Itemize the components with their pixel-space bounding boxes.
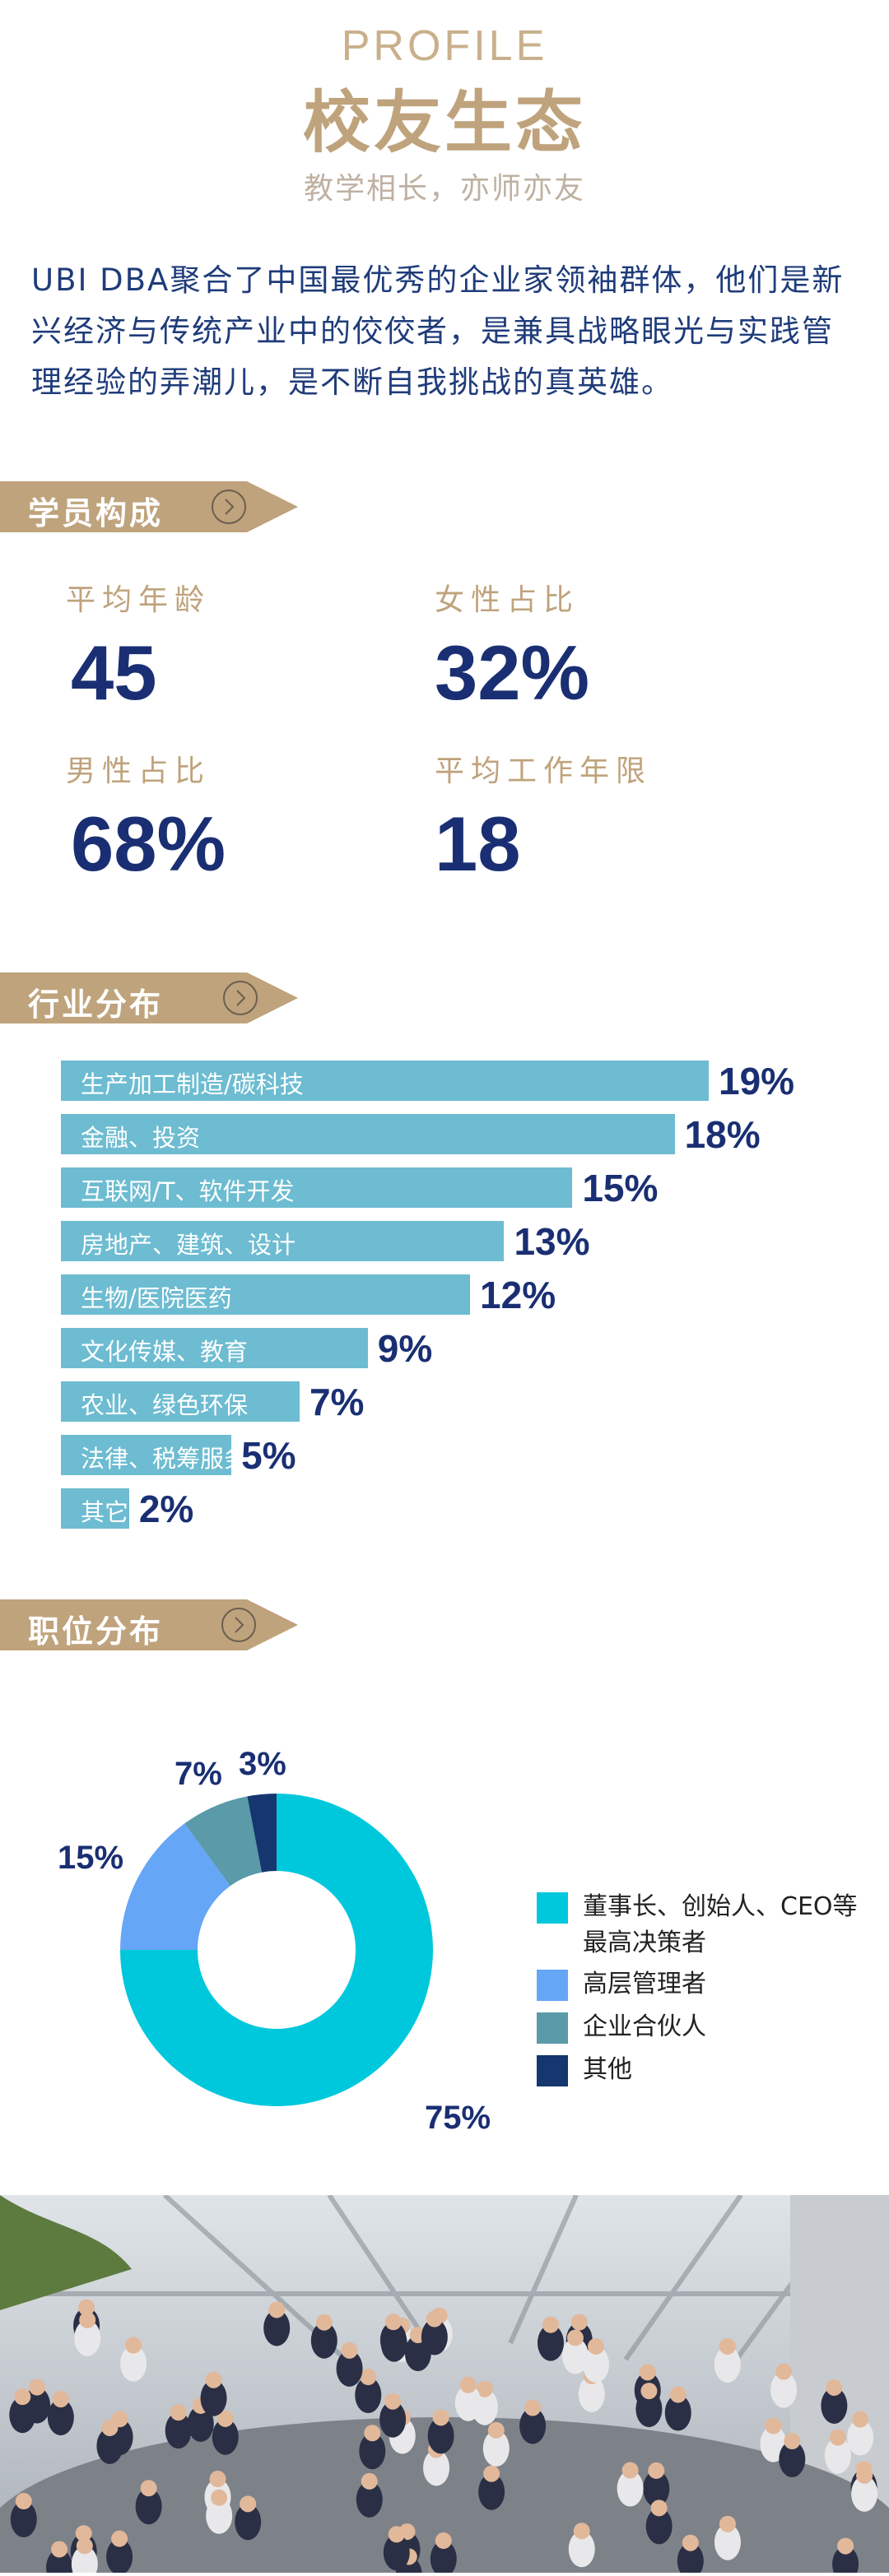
legend-label: 董事长、创始人、CEO等最高决策者: [583, 1892, 858, 1957]
legend-swatch: [537, 1892, 568, 1924]
stat-label-age: 平均年龄: [66, 583, 212, 617]
donut-value-label: 7%: [175, 1756, 222, 1792]
bar-5: 文化传媒、教育: [61, 1328, 368, 1368]
industry-bar-chart: 生产加工制造/碳科技 19% 金融、投资 18% 互联网/T、软件开发 15% 房地产、建筑…: [0, 1060, 889, 1554]
stat-value-work-years: 18: [435, 801, 521, 887]
bar-value-label: 5%: [241, 1434, 296, 1477]
legend-label: 企业合伙人: [583, 2012, 706, 2041]
donut-slice-3: [247, 1794, 277, 1873]
donut-slice-0: [120, 1794, 433, 2106]
stat-value-age: 45: [71, 629, 157, 716]
bar-label: 生产加工制造/碳科技: [81, 1070, 304, 1098]
bar-6: 农业、绿色环保: [61, 1381, 300, 1422]
stat-value-male: 68%: [71, 801, 226, 887]
donut-value-label: 75%: [425, 2100, 491, 2136]
bar-label: 农业、绿色环保: [81, 1391, 249, 1419]
legend-label: 高层管理者: [583, 1970, 706, 1998]
stat-label-female: 女性占比: [435, 583, 580, 617]
bar-8: 其它: [61, 1488, 129, 1529]
donut-value-label: 15%: [58, 1840, 124, 1876]
page-title: 校友生态: [302, 84, 586, 162]
bar-label: 文化传媒、教育: [81, 1338, 249, 1366]
intro-paragraph: UBI DBA聚合了中国最优秀的企业家领袖群体，他们是新兴经济与传统产业中的佼佼…: [31, 262, 845, 400]
stat-label-work-years: 平均工作年限: [435, 754, 653, 788]
donut-slice-2: [184, 1796, 263, 1887]
bar-1: 金融、投资: [61, 1114, 675, 1154]
bar-value-label: 7%: [309, 1381, 365, 1423]
alumni-group-photo: [0, 2193, 889, 2576]
bar-label: 其它: [81, 1498, 129, 1526]
legend-swatch: [537, 2012, 568, 2044]
bar-value-label: 2%: [138, 1488, 194, 1530]
bar-value-label: 15%: [582, 1167, 659, 1209]
bar-label: 金融、投资: [81, 1124, 201, 1152]
section-banner-position: 职位分布: [0, 1599, 298, 1650]
section-banner-industry: 行业分布: [0, 972, 298, 1023]
bar-2: 互联网/T、软件开发: [61, 1167, 573, 1208]
chevron-right-circle-icon[interactable]: [221, 1607, 257, 1643]
position-donut-chart: 75% 15% 7% 3% 董事长、创始人、CEO等最高决策者高层管理者企业合伙人其他: [0, 1728, 889, 2172]
eyebrow-title: PROFILE: [341, 22, 548, 70]
bar-value-label: 13%: [514, 1220, 590, 1263]
bar-value-label: 12%: [480, 1274, 556, 1316]
bar-value-label: 9%: [377, 1327, 433, 1370]
legend-swatch: [537, 1970, 568, 2001]
page-subtitle: 教学相长，亦师亦友: [303, 172, 585, 206]
stat-label-male: 男性占比: [66, 754, 212, 788]
bar-label: 房地产、建筑、设计: [81, 1231, 296, 1259]
donut-value-label: 3%: [239, 1746, 286, 1782]
bar-label: 互联网/T、软件开发: [81, 1177, 295, 1205]
chevron-right-circle-icon[interactable]: [222, 980, 258, 1016]
group-photo-image: [0, 2193, 889, 2576]
bar-value-label: 18%: [684, 1113, 761, 1156]
bar-label: 法律、税筹服务: [81, 1445, 249, 1473]
donut-svg: [120, 1794, 433, 2106]
stat-value-female: 32%: [435, 629, 590, 716]
bar-label: 生物/医院医药: [81, 1284, 232, 1312]
bar-0: 生产加工制造/碳科技: [61, 1061, 709, 1101]
chevron-right-circle-icon[interactable]: [211, 489, 247, 525]
bar-value-label: 19%: [719, 1060, 795, 1102]
legend-swatch: [537, 2055, 568, 2086]
donut-slice-1: [120, 1823, 230, 1950]
section-title: 学员构成: [28, 495, 164, 531]
bar-3: 房地产、建筑、设计: [61, 1221, 505, 1261]
legend-label: 其他: [583, 2055, 632, 2084]
bar-4: 生物/医院医药: [61, 1274, 471, 1315]
section-title: 行业分布: [28, 986, 164, 1023]
section-banner-students: 学员构成: [0, 481, 298, 532]
section-title: 职位分布: [28, 1613, 164, 1650]
bar-7: 法律、税筹服务: [61, 1435, 248, 1475]
